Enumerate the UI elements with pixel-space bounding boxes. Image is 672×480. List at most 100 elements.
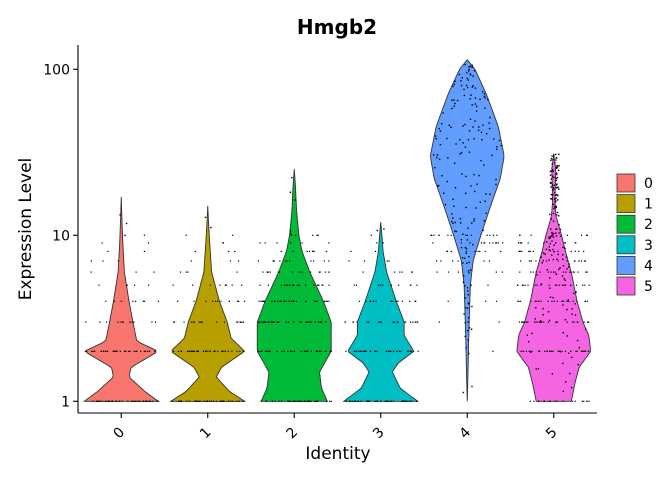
data-point bbox=[417, 350, 419, 352]
data-point bbox=[308, 321, 310, 323]
data-point bbox=[550, 186, 552, 188]
data-point bbox=[278, 271, 281, 273]
data-point bbox=[440, 260, 442, 262]
data-point bbox=[570, 271, 572, 273]
data-point bbox=[535, 307, 537, 309]
data-point bbox=[207, 350, 209, 352]
data-point bbox=[292, 250, 294, 252]
data-point bbox=[577, 271, 579, 273]
data-point bbox=[260, 300, 262, 302]
data-point bbox=[551, 300, 553, 302]
data-point bbox=[561, 300, 563, 302]
data-point bbox=[237, 321, 239, 323]
data-point bbox=[279, 260, 281, 262]
data-point bbox=[447, 271, 450, 273]
data-point bbox=[289, 350, 291, 352]
data-point bbox=[536, 274, 538, 276]
data-point bbox=[562, 304, 564, 306]
data-point bbox=[194, 400, 196, 402]
data-point bbox=[555, 179, 558, 182]
data-point bbox=[559, 235, 562, 237]
data-point bbox=[229, 260, 232, 262]
data-point bbox=[200, 321, 202, 323]
data-point bbox=[98, 284, 100, 286]
data-point bbox=[389, 350, 391, 352]
data-point bbox=[521, 321, 523, 323]
data-point bbox=[574, 250, 576, 252]
data-point bbox=[312, 234, 314, 236]
data-point bbox=[305, 284, 307, 286]
data-point bbox=[438, 321, 440, 323]
data-point bbox=[471, 64, 473, 66]
data-point bbox=[231, 350, 233, 352]
data-point bbox=[555, 186, 557, 189]
data-point bbox=[355, 350, 357, 352]
data-point bbox=[556, 194, 558, 196]
data-point bbox=[460, 80, 462, 82]
data-point bbox=[271, 300, 273, 302]
data-point bbox=[224, 350, 226, 352]
data-point bbox=[466, 72, 468, 74]
data-point bbox=[558, 350, 560, 352]
data-point bbox=[562, 332, 564, 334]
data-point bbox=[570, 250, 572, 252]
data-point bbox=[570, 386, 573, 389]
data-point bbox=[138, 400, 140, 402]
data-point bbox=[547, 300, 549, 302]
data-point bbox=[576, 284, 578, 286]
data-point bbox=[566, 308, 568, 311]
data-point bbox=[495, 178, 497, 181]
data-point bbox=[318, 271, 320, 273]
data-point bbox=[318, 350, 321, 352]
data-point bbox=[555, 159, 557, 161]
legend-label-0: 0 bbox=[644, 176, 653, 192]
data-point bbox=[143, 234, 145, 236]
data-point bbox=[213, 350, 215, 352]
data-point bbox=[552, 234, 554, 236]
data-point bbox=[540, 321, 542, 323]
data-point bbox=[553, 188, 555, 190]
data-point bbox=[518, 250, 520, 252]
data-point bbox=[310, 350, 312, 352]
data-point bbox=[398, 284, 400, 286]
data-point bbox=[122, 321, 124, 323]
data-point bbox=[483, 95, 486, 98]
data-point bbox=[400, 350, 402, 352]
data-point bbox=[488, 127, 491, 130]
data-point bbox=[328, 300, 330, 302]
data-point bbox=[244, 300, 246, 302]
data-point bbox=[454, 80, 456, 82]
data-point bbox=[474, 120, 476, 122]
data-point bbox=[575, 350, 577, 352]
data-point bbox=[105, 321, 108, 323]
data-point bbox=[558, 188, 560, 190]
data-point bbox=[565, 271, 567, 273]
data-point bbox=[452, 260, 454, 262]
data-point bbox=[540, 300, 542, 302]
data-point bbox=[495, 183, 497, 186]
data-point bbox=[146, 400, 148, 402]
data-point bbox=[205, 350, 207, 352]
data-point bbox=[437, 185, 439, 187]
x-tick-label: 1 bbox=[197, 425, 215, 443]
data-point bbox=[467, 339, 469, 341]
data-point bbox=[534, 318, 536, 320]
data-point bbox=[216, 321, 218, 323]
data-point bbox=[261, 300, 264, 302]
data-point bbox=[380, 400, 382, 402]
data-point bbox=[549, 249, 551, 252]
data-point bbox=[483, 164, 485, 166]
data-point bbox=[550, 198, 552, 200]
data-point bbox=[131, 400, 133, 402]
data-point bbox=[107, 350, 109, 352]
data-point bbox=[534, 300, 536, 302]
data-point bbox=[317, 234, 319, 236]
data-point bbox=[554, 192, 556, 194]
data-point bbox=[121, 400, 123, 402]
data-point bbox=[584, 260, 586, 262]
data-point bbox=[474, 103, 476, 105]
data-point bbox=[401, 300, 403, 302]
data-point bbox=[562, 362, 564, 365]
data-point bbox=[581, 350, 584, 352]
data-point bbox=[314, 400, 316, 402]
